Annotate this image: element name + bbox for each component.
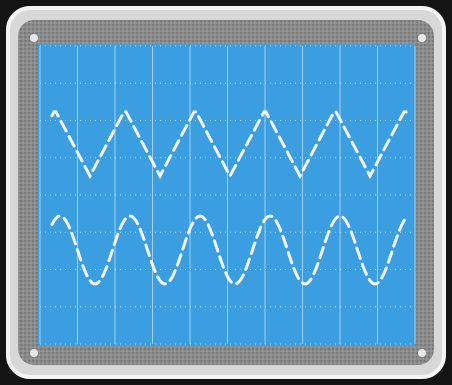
screw: [30, 34, 38, 42]
oscilloscope: [0, 0, 452, 385]
screw: [30, 349, 38, 357]
page: (() => { const ns = 'http://www.w3.org/2…: [0, 0, 452, 385]
screw: [418, 34, 426, 42]
screw: [418, 349, 426, 357]
